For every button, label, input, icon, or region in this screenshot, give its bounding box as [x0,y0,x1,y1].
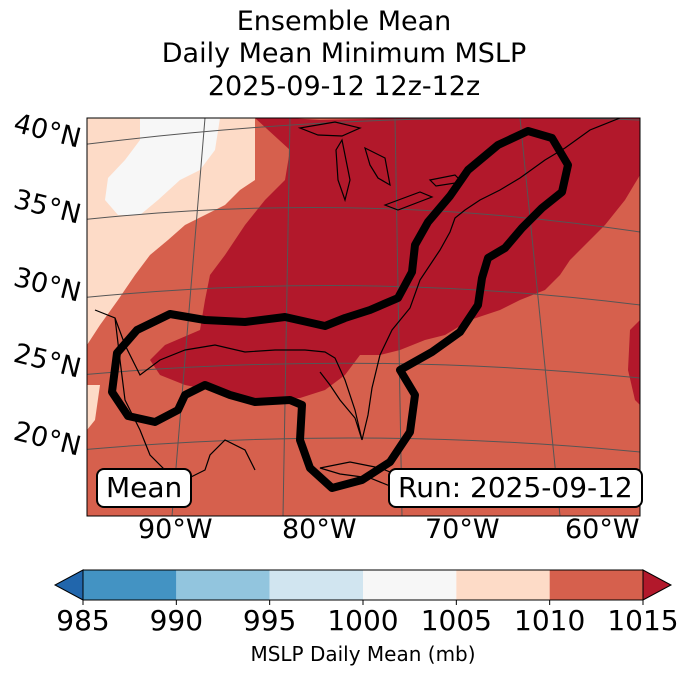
colorbar-tick-label: 1000 [327,604,399,637]
region-1015 [150,118,640,400]
map-frame [86,117,641,517]
colorbar-label: MSLP Daily Mean (mb) [250,642,476,666]
run-label: Run: 2025-09-12 [388,468,643,508]
lake-superior [297,121,362,137]
colorbar-tick-label: 1015 [607,604,679,637]
florida-atlantic-coast [361,118,621,441]
lake-michigan [335,138,351,203]
colorbar [53,569,673,605]
lake-huron [364,146,391,187]
colorbar-tick-label: 985 [56,604,110,637]
colorbar-extend-under [53,569,84,601]
meridian-60w [519,118,561,516]
colorbar-segment-1000-1005 [363,570,457,600]
parallel-30n [87,285,640,306]
chart-title: Ensemble Mean [236,6,452,37]
highlight-contour [108,127,572,492]
chart-period: 2025-09-12 12z-12z [207,71,481,102]
region-1015-east [628,320,640,405]
lake-erie [383,191,434,211]
colorbar-tick-label: 995 [242,604,297,637]
gulf-coast [94,309,363,441]
colorbar-tick-label: 990 [149,604,204,637]
panel-label: Mean [96,468,193,508]
lon-label-70w: 70°W [425,514,500,545]
colorbar-segment-1010-1015 [549,570,643,600]
colorbar-segment-990-995 [176,570,270,600]
map-panel [87,118,640,516]
region-1000-1005 [105,118,220,215]
parallel-35n [87,207,640,233]
lon-label-60w: 60°W [565,514,640,545]
lon-label-80w: 80°W [282,514,357,545]
colorbar-tick-label: 1010 [514,604,586,637]
parallel-25n [87,362,640,379]
colorbar-segment-985-990 [83,570,177,600]
colorbar-extend-over [642,569,673,601]
parallel-20n [87,437,640,453]
lon-label-90w: 90°W [138,514,213,545]
colorbar-segment-995-1000 [269,570,363,600]
chart-subtitle: Daily Mean Minimum MSLP [161,38,527,69]
colorbar-tick-label: 1005 [420,604,492,637]
colorbar-segment-1005-1010 [456,570,550,600]
region-1005-1010-south [87,385,100,430]
